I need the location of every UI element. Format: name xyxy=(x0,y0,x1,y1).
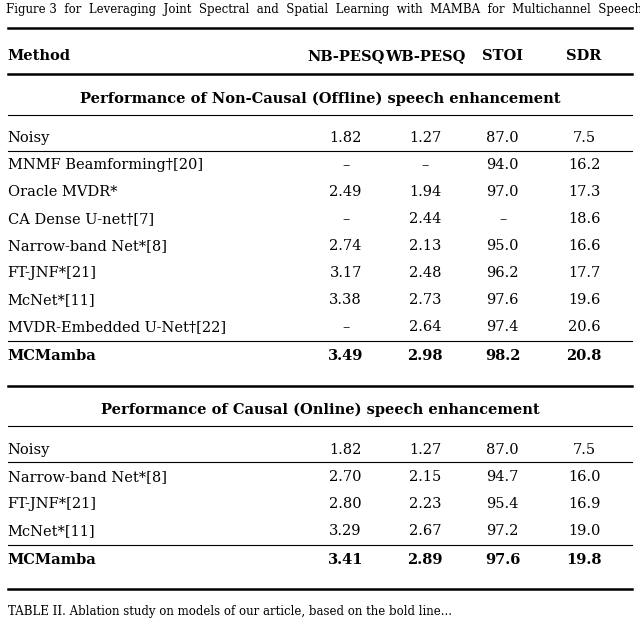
Text: 7.5: 7.5 xyxy=(572,131,596,146)
Text: 3.38: 3.38 xyxy=(329,294,362,308)
Text: WB-PESQ: WB-PESQ xyxy=(385,49,465,62)
Text: FT-JNF*[21]: FT-JNF*[21] xyxy=(8,497,97,511)
Text: 94.7: 94.7 xyxy=(486,470,519,484)
Text: 20.8: 20.8 xyxy=(566,349,602,363)
Text: Performance of Causal (Online) speech enhancement: Performance of Causal (Online) speech en… xyxy=(100,403,540,418)
Text: 19.8: 19.8 xyxy=(566,552,602,567)
Text: 3.17: 3.17 xyxy=(330,266,362,281)
Text: 97.0: 97.0 xyxy=(486,186,519,199)
Text: 2.70: 2.70 xyxy=(330,470,362,484)
Text: MCMamba: MCMamba xyxy=(8,552,97,567)
Text: 94.0: 94.0 xyxy=(486,159,519,172)
Text: 16.6: 16.6 xyxy=(568,239,600,254)
Text: 1.82: 1.82 xyxy=(330,131,362,146)
Text: 7.5: 7.5 xyxy=(572,443,596,457)
Text: 87.0: 87.0 xyxy=(486,131,519,146)
Text: 20.6: 20.6 xyxy=(568,321,600,334)
Text: 16.9: 16.9 xyxy=(568,497,600,511)
Text: Noisy: Noisy xyxy=(8,443,50,457)
Text: –: – xyxy=(342,159,349,172)
Text: 3.49: 3.49 xyxy=(328,349,364,363)
Text: 2.89: 2.89 xyxy=(407,552,443,567)
Text: 1.82: 1.82 xyxy=(330,443,362,457)
Text: 1.94: 1.94 xyxy=(409,186,441,199)
Text: SDR: SDR xyxy=(566,49,602,62)
Text: –: – xyxy=(499,213,506,226)
Text: Method: Method xyxy=(8,49,70,62)
Text: MVDR-Embedded U-Net†[22]: MVDR-Embedded U-Net†[22] xyxy=(8,321,226,334)
Text: 3.29: 3.29 xyxy=(330,524,362,538)
Text: FT-JNF*[21]: FT-JNF*[21] xyxy=(8,266,97,281)
Text: 19.6: 19.6 xyxy=(568,294,600,308)
Text: TABLE II. Ablation study on models of our article, based on the bold line...: TABLE II. Ablation study on models of ou… xyxy=(8,605,452,618)
Text: 95.0: 95.0 xyxy=(486,239,519,254)
Text: CA Dense U-net†[7]: CA Dense U-net†[7] xyxy=(8,213,154,226)
Text: 2.74: 2.74 xyxy=(330,239,362,254)
Text: 1.27: 1.27 xyxy=(409,443,441,457)
Text: Noisy: Noisy xyxy=(8,131,50,146)
Text: Narrow-band Net*[8]: Narrow-band Net*[8] xyxy=(8,470,166,484)
Text: 97.4: 97.4 xyxy=(486,321,519,334)
Text: 95.4: 95.4 xyxy=(486,497,519,511)
Text: McNet*[11]: McNet*[11] xyxy=(8,294,95,308)
Text: 16.2: 16.2 xyxy=(568,159,600,172)
Text: 17.3: 17.3 xyxy=(568,186,600,199)
Text: 3.41: 3.41 xyxy=(328,552,364,567)
Text: 2.48: 2.48 xyxy=(409,266,441,281)
Text: 2.13: 2.13 xyxy=(409,239,441,254)
Text: 97.6: 97.6 xyxy=(485,552,520,567)
Text: McNet*[11]: McNet*[11] xyxy=(8,524,95,538)
Text: 2.44: 2.44 xyxy=(409,213,441,226)
Text: 2.49: 2.49 xyxy=(330,186,362,199)
Text: 18.6: 18.6 xyxy=(568,213,600,226)
Text: NB-PESQ: NB-PESQ xyxy=(307,49,384,62)
Text: 97.2: 97.2 xyxy=(486,524,519,538)
Text: Oracle MVDR*: Oracle MVDR* xyxy=(8,186,117,199)
Text: 96.2: 96.2 xyxy=(486,266,519,281)
Text: STOI: STOI xyxy=(482,49,524,62)
Text: –: – xyxy=(342,321,349,334)
Text: 16.0: 16.0 xyxy=(568,470,600,484)
Text: Narrow-band Net*[8]: Narrow-band Net*[8] xyxy=(8,239,166,254)
Text: 2.67: 2.67 xyxy=(409,524,441,538)
Text: –: – xyxy=(421,159,429,172)
Text: MCMamba: MCMamba xyxy=(8,349,97,363)
Text: MNMF Beamforming†[20]: MNMF Beamforming†[20] xyxy=(8,159,203,172)
Text: 1.27: 1.27 xyxy=(409,131,441,146)
Text: 87.0: 87.0 xyxy=(486,443,519,457)
Text: 98.2: 98.2 xyxy=(485,349,520,363)
Text: 2.80: 2.80 xyxy=(330,497,362,511)
Text: 19.0: 19.0 xyxy=(568,524,600,538)
Text: 2.15: 2.15 xyxy=(409,470,441,484)
Text: Performance of Non-Causal (Offline) speech enhancement: Performance of Non-Causal (Offline) spee… xyxy=(80,91,560,106)
Text: –: – xyxy=(342,213,349,226)
Text: Figure 3  for  Leveraging  Joint  Spectral  and  Spatial  Learning  with  MAMBA : Figure 3 for Leveraging Joint Spectral a… xyxy=(6,3,640,16)
Text: 2.73: 2.73 xyxy=(409,294,441,308)
Text: 2.64: 2.64 xyxy=(409,321,441,334)
Text: 97.6: 97.6 xyxy=(486,294,519,308)
Text: 2.98: 2.98 xyxy=(407,349,443,363)
Text: 17.7: 17.7 xyxy=(568,266,600,281)
Text: 2.23: 2.23 xyxy=(409,497,441,511)
